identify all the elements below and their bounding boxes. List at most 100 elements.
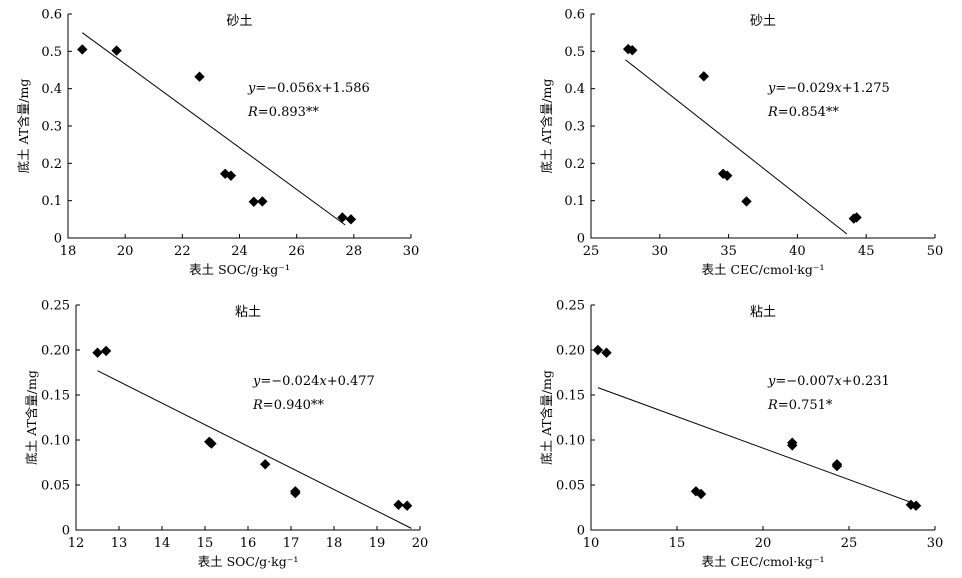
data-point <box>194 71 205 82</box>
y-tick-label: 0.10 <box>556 434 585 449</box>
r-value: =0.940** <box>263 398 325 413</box>
equation-y-var: y <box>247 81 256 96</box>
data-point <box>910 500 922 511</box>
x-tick-label: 16 <box>240 536 257 551</box>
data-point <box>290 487 301 499</box>
equation-x-var: x <box>319 374 327 389</box>
y-tick-label: 0.05 <box>41 479 70 494</box>
y-tick-label: 0.15 <box>556 389 585 404</box>
correlation-coefficient: R=0.751* <box>767 398 833 413</box>
equation-coef: =−0.007 <box>775 374 834 389</box>
x-tick-label: 12 <box>68 536 85 551</box>
x-tick-label: 14 <box>154 536 171 551</box>
data-point <box>77 44 88 55</box>
x-tick-label: 25 <box>841 536 858 551</box>
y-tick-label: 0.2 <box>41 157 62 172</box>
x-tick-label: 24 <box>231 244 248 259</box>
y-tick-label: 0.3 <box>41 120 62 135</box>
data-point <box>248 196 259 207</box>
y-axis-label: 底土 AT含量/mg <box>539 370 554 465</box>
data-point <box>260 459 271 470</box>
x-tick-label: 22 <box>174 244 191 259</box>
data-point <box>393 499 404 510</box>
y-tick-label: 0.25 <box>41 299 70 314</box>
regression-line <box>81 32 346 226</box>
x-tick-label: 20 <box>117 244 134 259</box>
data-point <box>345 214 357 225</box>
equation-coef: =−0.024 <box>260 374 319 389</box>
data-point <box>111 45 122 56</box>
y-axis-label: 底土 AT含量/mg <box>539 79 554 174</box>
chart-title: 砂土 <box>750 14 776 29</box>
y-tick-label: 0.5 <box>564 45 585 60</box>
r-var: R <box>767 105 778 120</box>
x-tick-label: 30 <box>652 244 669 259</box>
y-tick-label: 0.6 <box>41 8 62 23</box>
x-tick-label: 30 <box>927 536 944 551</box>
data-point <box>695 488 707 500</box>
data-point <box>622 43 634 55</box>
regression-line <box>625 59 848 235</box>
data-point <box>337 212 348 223</box>
x-tick-label: 15 <box>669 536 686 551</box>
x-axis-label: 表土 CEC/cmol·kg⁻¹ <box>702 262 825 277</box>
equation-intercept: +0.477 <box>327 374 375 389</box>
data-point <box>690 486 702 497</box>
correlation-coefficient: R=0.940** <box>252 398 324 413</box>
equation-x-var: x <box>834 81 842 96</box>
data-point <box>401 500 413 511</box>
x-axis-label: 表土 CEC/cmol·kg⁻¹ <box>702 554 825 569</box>
equation-coef: =−0.029 <box>775 81 834 96</box>
x-tick-label: 45 <box>858 244 875 259</box>
y-tick-label: 0.1 <box>564 194 585 209</box>
regression-equation: y=−0.007x+0.231 <box>767 374 890 389</box>
r-var: R <box>767 398 778 413</box>
x-tick-label: 25 <box>583 244 600 259</box>
regression-equation: y=−0.029x+1.275 <box>767 81 890 96</box>
x-tick-label: 13 <box>111 536 128 551</box>
x-tick-label: 10 <box>583 536 600 551</box>
x-tick-label: 35 <box>720 244 737 259</box>
x-tick-label: 50 <box>927 244 944 259</box>
r-var: R <box>252 398 263 413</box>
equation-y-var: y <box>252 374 261 389</box>
y-tick-label: 0.3 <box>564 120 585 135</box>
chart-title: 砂土 <box>226 14 252 29</box>
y-tick-label: 0.25 <box>556 299 585 314</box>
correlation-coefficient: R=0.854** <box>767 105 839 120</box>
y-tick-label: 0.5 <box>41 45 62 60</box>
y-tick-label: 0.05 <box>556 479 585 494</box>
data-point <box>100 345 112 357</box>
data-point <box>601 347 612 358</box>
data-point <box>92 347 103 358</box>
data-point <box>717 168 729 179</box>
x-tick-label: 18 <box>326 536 343 551</box>
x-tick-label: 30 <box>403 244 420 259</box>
y-tick-label: 0.4 <box>41 82 62 97</box>
axes <box>67 14 411 239</box>
regression-line <box>597 387 915 505</box>
data-point <box>627 45 638 56</box>
r-value: =0.854** <box>778 105 840 120</box>
data-point <box>592 344 604 356</box>
equation-x-var: x <box>834 374 842 389</box>
data-point <box>831 460 843 472</box>
y-tick-label: 0.1 <box>41 194 62 209</box>
equation-intercept: +0.231 <box>842 374 890 389</box>
x-tick-label: 28 <box>346 244 363 259</box>
data-point <box>722 170 733 181</box>
y-tick-label: 0.20 <box>41 344 70 359</box>
y-tick-label: 0 <box>577 524 585 539</box>
regression-line <box>97 370 412 529</box>
y-axis-label: 底土 AT含量/mg <box>16 79 31 174</box>
x-tick-label: 15 <box>197 536 214 551</box>
y-tick-label: 0.10 <box>41 434 70 449</box>
x-axis-label: 表土 SOC/g·kg⁻¹ <box>198 554 299 569</box>
x-tick-label: 19 <box>369 536 386 551</box>
equation-intercept: +1.586 <box>322 81 370 96</box>
chart-panel-3: 12 13 14 15 16 17 18 19 20 0 0.05 0.10 0.15 0.20 0.25 粘… <box>24 299 428 570</box>
x-tick-label: 40 <box>789 244 806 259</box>
data-point <box>257 196 268 207</box>
